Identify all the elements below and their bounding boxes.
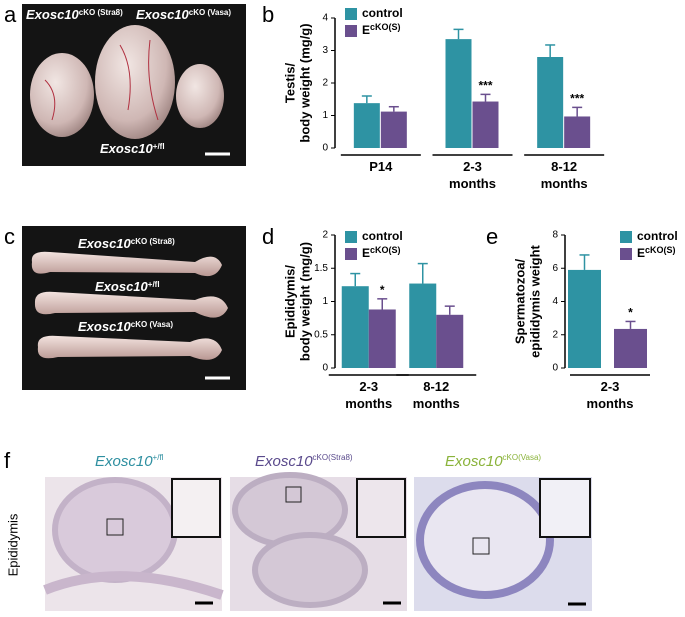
image-title: Exosc10+/fl [95,453,164,470]
legend-swatch [345,25,357,37]
legend-swatch [620,248,632,260]
bar [568,269,601,368]
panel-letter: a [4,2,17,27]
legend-name: control [362,6,403,20]
panel-letter: e [486,224,498,249]
y-tick-label: 4 [552,296,558,307]
legend-swatch [345,248,357,260]
legend-swatch [620,231,632,243]
x-tick-label-line: months [587,396,634,411]
row-label: Epididymis [5,513,20,576]
x-tick-label: 8-12 months [541,159,588,191]
legend-label: control [362,6,403,20]
bar [341,286,369,368]
y-axis-label: Testis/ [282,63,297,104]
bar [409,283,437,368]
y-axis-label: body weight (mg/g) [297,23,312,142]
photo-testes: Exosc10cKO (Stra8) Exosc10cKO (Vasa) Exo… [22,4,246,166]
photo-label: Exosc10cKO (Vasa) [136,7,231,22]
y-tick-label: 0 [552,363,558,374]
y-tick-label: 6 [552,263,558,274]
y-tick-label: 2 [552,329,558,340]
photo-label: Exosc10cKO (Stra8) [78,236,175,251]
x-tick-label-line: 2-3 [463,159,482,174]
legend-label: EcKO(S) [362,245,401,260]
image-title: Exosc10cKO(Stra8) [255,453,353,470]
legend-label: EcKO(S) [637,245,676,260]
y-tick-label: 2 [322,78,328,89]
bar [368,309,396,368]
y-tick-label: 3 [322,45,328,56]
panel-letter: c [4,224,15,249]
x-tick-label-line: 2-3 [601,379,620,394]
x-tick-label-line: months [413,396,460,411]
x-tick-label-line: months [449,176,496,191]
x-tick-label: 2-3 months [587,379,634,411]
bar [445,39,472,148]
y-axis-label: Epididymis/ [282,265,297,338]
x-tick-label: 2-3 months [345,379,392,411]
legend-name-sup: cKO(S) [645,245,676,255]
panel-letter: b [262,2,274,27]
y-tick-label: 2 [322,230,328,241]
photo-label: Exosc10cKO (Vasa) [78,319,173,334]
x-tick-label-line: 8-12 [423,379,449,394]
significance-label: * [628,306,633,320]
bar [472,101,499,148]
significance-label: *** [570,92,584,106]
panel-letter: d [262,224,274,249]
x-tick-label: 2-3 months [449,159,496,191]
legend-name: control [637,229,678,243]
y-tick-label: 8 [552,230,558,241]
y-tick-label: 1 [322,110,328,121]
legend-name: E [362,23,370,37]
x-tick-label-line: months [345,396,392,411]
bar [614,328,647,368]
bar [380,111,407,148]
legend-swatch [345,231,357,243]
y-tick-label: 1 [322,296,328,307]
legend-name: E [637,246,645,260]
bar [436,314,464,368]
significance-label: *** [478,79,492,93]
legend-swatch [345,8,357,20]
y-tick-label: 0.5 [314,329,328,340]
x-tick-label-line: 8-12 [551,159,577,174]
y-tick-label: 4 [322,13,328,24]
image-title: Exosc10cKO(Vasa) [445,453,541,470]
legend-label: control [362,229,403,243]
y-axis-label: epididymis weight [527,244,542,357]
legend-label: control [637,229,678,243]
y-tick-label: 1.5 [314,263,328,274]
x-tick-label-line: 2-3 [359,379,378,394]
photo-epididymis: Exosc10cKO (Stra8) Exosc10+/fl Exosc10cK… [22,226,246,390]
photo-label: Exosc10+/fl [95,279,160,294]
legend-name: E [362,246,370,260]
photo-label: Exosc10+/fl [100,141,165,156]
legend-label: EcKO(S) [362,22,401,37]
panel-letter: f [4,448,11,473]
significance-label: * [380,283,385,297]
x-tick-label-line: months [541,176,588,191]
y-axis-label: Spermatozoa/ [512,258,527,344]
x-tick-label: 8-12 months [413,379,460,411]
bar [353,103,380,148]
x-tick-label: P14 [369,159,393,174]
legend-name: control [362,229,403,243]
bar [537,57,564,148]
x-tick-label-line: P14 [369,159,393,174]
legend-name-sup: cKO(S) [370,245,401,255]
bar [564,116,591,148]
legend-name-sup: cKO(S) [370,22,401,32]
y-tick-label: 0 [322,363,328,374]
histology-panel: Epididymis Exosc10+/fl Exosc10cKO(Stra8)… [5,453,592,611]
photo-label: Exosc10cKO (Stra8) [26,7,123,22]
y-tick-label: 0 [322,143,328,154]
y-axis-label: body weight (mg/g) [297,242,312,361]
